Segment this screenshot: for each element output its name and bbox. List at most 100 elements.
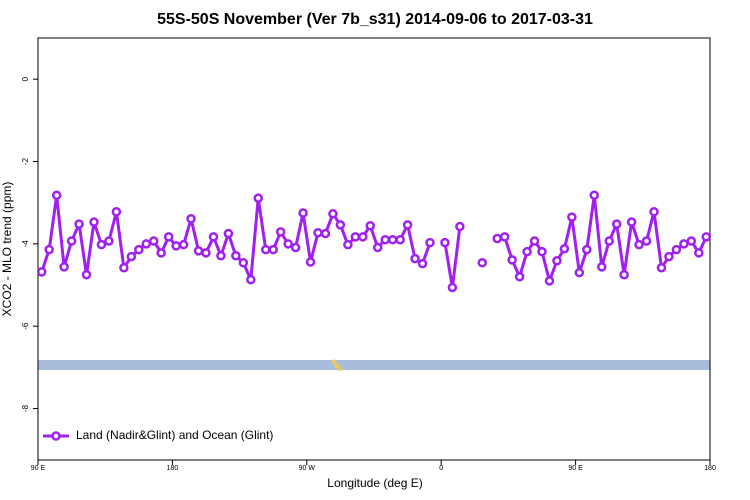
point <box>305 257 316 267</box>
point <box>686 236 697 246</box>
point <box>298 208 308 218</box>
point <box>328 209 338 219</box>
point <box>141 239 152 249</box>
point <box>641 236 652 246</box>
point <box>671 244 682 255</box>
point <box>567 212 577 222</box>
point <box>74 219 84 229</box>
point <box>679 239 689 249</box>
point <box>335 220 346 230</box>
point <box>649 206 659 217</box>
legend-label: Land (Nadir&Glint) and Ocean (Glint) <box>76 428 273 442</box>
point <box>343 239 353 250</box>
point <box>656 262 667 273</box>
point <box>178 239 189 250</box>
point <box>619 269 629 280</box>
point <box>634 239 644 250</box>
point <box>134 244 144 255</box>
point <box>440 237 450 248</box>
point <box>387 234 398 245</box>
point <box>499 232 510 242</box>
y-tick-label: 0 <box>21 76 30 81</box>
point <box>477 258 488 268</box>
point <box>231 251 241 261</box>
point <box>275 227 286 237</box>
x-tick-label: 90 E <box>568 465 583 472</box>
point <box>395 234 405 245</box>
point <box>96 239 107 250</box>
point <box>552 255 562 266</box>
point <box>664 251 674 262</box>
point <box>574 267 585 278</box>
point <box>201 248 211 258</box>
point <box>514 272 525 282</box>
point <box>104 236 114 246</box>
point <box>522 246 532 257</box>
point <box>193 246 204 256</box>
point <box>66 236 77 246</box>
chart-title: 55S-50S November (Ver 7b_s31) 2014-09-06… <box>157 11 593 28</box>
point <box>36 267 47 277</box>
point <box>253 193 264 203</box>
plot-frame <box>37 37 711 461</box>
y-tick-label: -4 <box>21 240 30 248</box>
x-tick-label: 90 E <box>31 465 46 472</box>
point <box>313 227 323 238</box>
y-axis-label: XCO2 - MLO trend (ppm) <box>0 182 14 317</box>
point <box>626 217 637 227</box>
point <box>171 241 181 251</box>
legend-marker <box>51 431 61 441</box>
point <box>111 206 122 217</box>
coverage-dot <box>338 367 342 371</box>
point <box>208 232 219 242</box>
point <box>402 220 413 230</box>
y-tick-label: -8 <box>21 404 30 412</box>
point <box>350 232 361 242</box>
point <box>358 232 368 242</box>
point <box>290 242 301 253</box>
point <box>417 258 428 269</box>
point <box>701 232 712 242</box>
x-tick-label: 180 <box>704 465 716 472</box>
point <box>119 262 129 273</box>
point <box>425 237 435 248</box>
point <box>582 244 592 255</box>
point <box>559 244 570 254</box>
x-tick-label: 180 <box>167 465 179 472</box>
point <box>268 244 278 255</box>
point <box>216 251 226 261</box>
point <box>694 248 704 258</box>
point <box>410 253 420 264</box>
point <box>246 274 256 285</box>
point <box>529 236 540 246</box>
point <box>44 244 54 255</box>
point <box>365 220 376 231</box>
point <box>223 228 234 239</box>
coverage-dot <box>331 359 337 365</box>
x-axis-label: Longitude (deg E) <box>327 476 422 490</box>
point <box>492 233 502 244</box>
coverage-dot <box>334 363 340 369</box>
point <box>260 244 271 255</box>
point <box>126 251 137 262</box>
point <box>589 190 600 201</box>
point <box>81 269 92 280</box>
y-tick-label: -6 <box>21 322 30 330</box>
point <box>283 239 293 249</box>
point <box>186 213 196 224</box>
x-tick-label: 90 W <box>299 465 316 472</box>
point <box>372 242 383 253</box>
y-tick-label: -2 <box>21 157 30 165</box>
coverage-band <box>38 360 710 370</box>
point <box>51 190 62 201</box>
point <box>320 228 331 239</box>
point <box>447 282 458 293</box>
point <box>156 248 166 258</box>
point <box>544 276 555 286</box>
point <box>238 258 249 268</box>
point <box>596 262 607 272</box>
point <box>380 234 390 245</box>
x-tick-label: 0 <box>439 465 443 472</box>
point <box>507 255 517 265</box>
